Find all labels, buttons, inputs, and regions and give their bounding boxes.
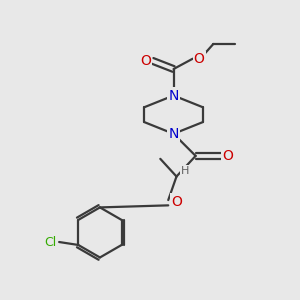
Text: N: N: [168, 88, 179, 103]
Text: N: N: [168, 127, 179, 141]
Text: O: O: [171, 194, 182, 208]
Text: O: O: [194, 52, 205, 66]
Text: H: H: [181, 166, 190, 176]
Text: O: O: [223, 149, 233, 163]
Text: O: O: [140, 54, 151, 68]
Text: Cl: Cl: [44, 236, 56, 248]
